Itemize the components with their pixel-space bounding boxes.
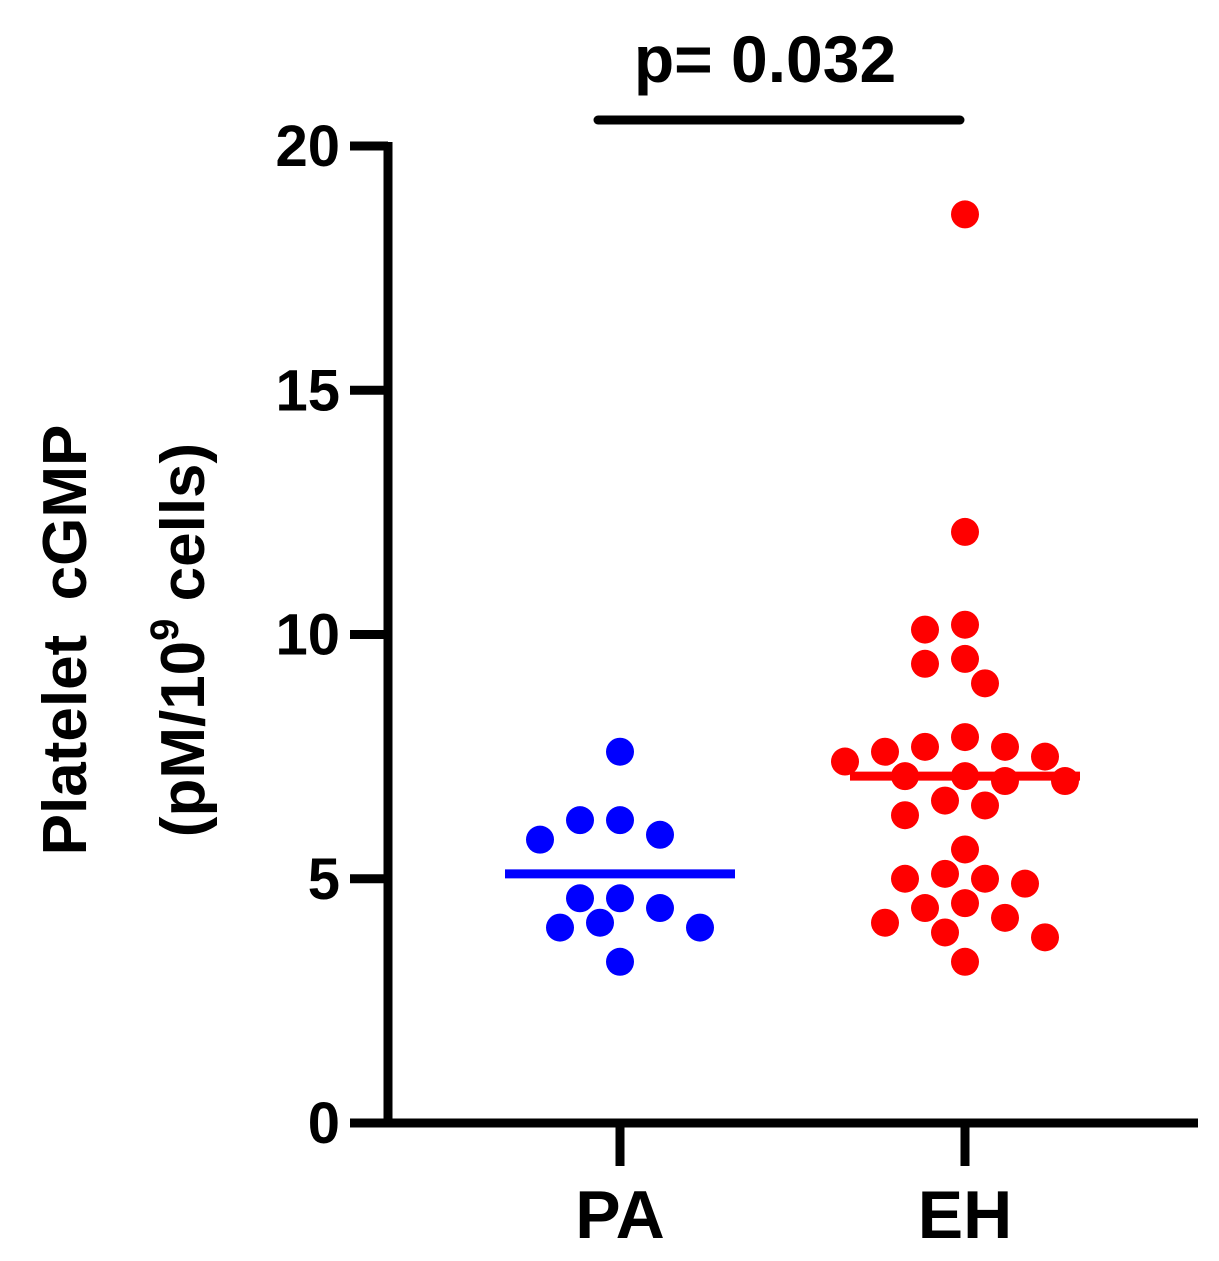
y-axis-label-line2: (pM/109 cells) bbox=[143, 443, 218, 837]
y-tick-label: 5 bbox=[308, 847, 340, 912]
data-point-eh bbox=[871, 737, 899, 766]
data-point-eh bbox=[931, 786, 959, 815]
data-point-pa bbox=[586, 908, 614, 937]
data-point-eh bbox=[991, 732, 1019, 761]
data-point-eh bbox=[951, 517, 979, 546]
data-point-pa bbox=[606, 806, 634, 835]
data-point-pa bbox=[606, 737, 634, 766]
y-tick-label: 20 bbox=[275, 114, 340, 179]
data-point-eh bbox=[951, 723, 979, 752]
y-tick-label: 15 bbox=[275, 358, 340, 423]
y-axis-label-suffix: cells) bbox=[149, 443, 218, 619]
ticks-layer: 0 5 10 15 20 PA EH bbox=[275, 114, 1012, 1253]
data-point-eh bbox=[1031, 742, 1059, 771]
data-point-eh bbox=[831, 747, 859, 776]
data-point-pa bbox=[646, 894, 674, 923]
y-tick-label: 0 bbox=[308, 1091, 340, 1156]
data-point-pa bbox=[566, 884, 594, 913]
data-point-pa bbox=[646, 820, 674, 849]
y-tick-label: 10 bbox=[275, 603, 340, 668]
data-point-eh bbox=[891, 864, 919, 893]
data-point-eh bbox=[951, 947, 979, 976]
y-axis-label-sup: 9 bbox=[143, 619, 187, 641]
data-point-eh bbox=[931, 918, 959, 947]
data-point-eh bbox=[991, 903, 1019, 932]
data-point-pa bbox=[526, 825, 554, 854]
data-point-eh bbox=[911, 615, 939, 644]
data-point-eh bbox=[871, 908, 899, 937]
data-point-eh bbox=[971, 669, 999, 698]
data-point-eh bbox=[971, 864, 999, 893]
data-point-eh bbox=[951, 644, 979, 673]
data-point-eh bbox=[971, 791, 999, 820]
x-category-label: EH bbox=[918, 1177, 1012, 1253]
y-axis-label-line1: Platelet cGMP bbox=[31, 425, 100, 856]
data-point-pa bbox=[606, 947, 634, 976]
data-point-pa bbox=[566, 806, 594, 835]
data-point-eh bbox=[1011, 869, 1039, 898]
data-point-eh bbox=[951, 835, 979, 864]
data-point-eh bbox=[951, 889, 979, 918]
y-axis-label-prefix: (pM/10 bbox=[149, 641, 218, 837]
points-layer bbox=[505, 200, 1080, 976]
data-point-eh bbox=[931, 859, 959, 888]
data-point-pa bbox=[686, 913, 714, 942]
data-point-eh bbox=[911, 894, 939, 923]
y-axis-label: Platelet cGMP (pM/109 cells) bbox=[31, 425, 218, 856]
data-point-eh bbox=[1051, 767, 1079, 796]
x-category-label: PA bbox=[575, 1177, 664, 1253]
data-point-eh bbox=[891, 801, 919, 830]
data-point-eh bbox=[1031, 923, 1059, 952]
data-point-eh bbox=[951, 200, 979, 229]
data-point-eh bbox=[951, 610, 979, 639]
p-value-label: p= 0.032 bbox=[634, 22, 896, 96]
data-point-eh bbox=[911, 649, 939, 678]
data-point-eh bbox=[911, 732, 939, 761]
data-point-pa bbox=[546, 913, 574, 942]
data-point-pa bbox=[606, 884, 634, 913]
data-point-eh bbox=[991, 767, 1019, 796]
